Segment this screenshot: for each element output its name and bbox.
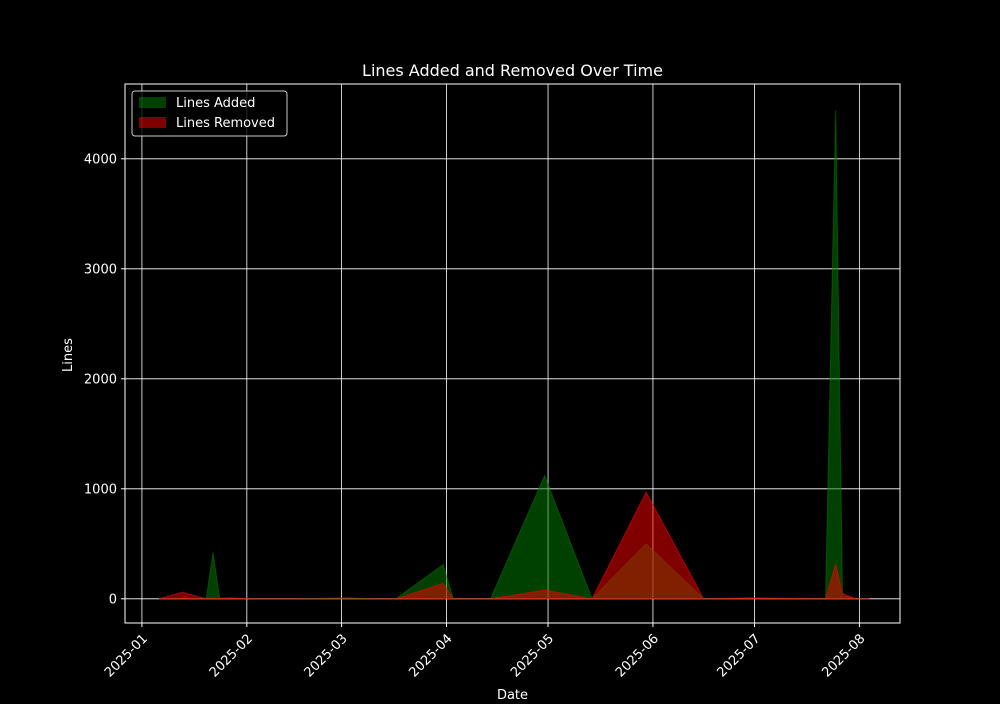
x-axis-label: Date [497,688,528,700]
y-tick-label-3000: 3000 [84,262,117,277]
legend: Lines Added Lines Removed [131,90,288,137]
area-lines-removed [158,491,870,600]
y-tick-label-0: 0 [109,592,117,607]
legend-swatch-lines-removed [139,117,166,128]
chart-title: Lines Added and Removed Over Time [362,61,663,80]
plot-areas [158,110,870,600]
y-tick-label-1000: 1000 [84,482,117,497]
legend-swatch-lines-added [139,97,166,108]
y-axis-label: Lines [61,338,76,372]
legend-label-lines-removed: Lines Removed [176,116,275,131]
y-tick-label-4000: 4000 [84,152,117,167]
y-tick-label-2000: 2000 [84,372,117,387]
legend-label-lines-added: Lines Added [176,96,255,111]
legend-frame [131,90,288,137]
axes-frame [124,83,901,624]
